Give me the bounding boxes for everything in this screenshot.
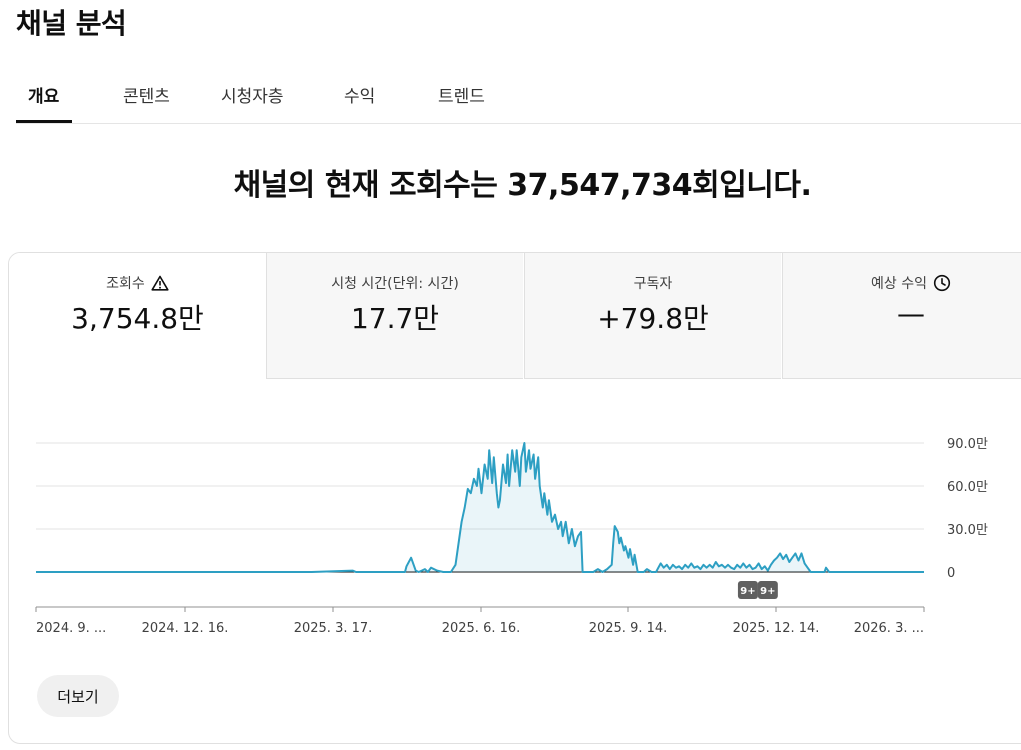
event-marker[interactable]: 9+ — [757, 581, 778, 599]
analytics-card: 조회수 3,754.8만 시청 시간(단위: 시간) 17.7만 구독자 +79… — [8, 252, 1021, 744]
tab-audience[interactable]: 시청자층 — [221, 87, 284, 107]
x-tick-label: 2025. 12. 14. — [733, 621, 820, 636]
tab-content[interactable]: 콘텐츠 — [123, 87, 170, 107]
tab-revenue[interactable]: 수익 — [344, 87, 376, 107]
metric-value: 3,754.8만 — [71, 302, 204, 335]
views-chart[interactable]: 90.0만 60.0만 30.0만 0 2024. 9. ... 2024. 12. 1… — [9, 379, 1019, 669]
y-tick-label: 30.0만 — [947, 523, 988, 538]
metric-label-row: 구독자 — [525, 273, 781, 293]
page-title: 채널 분석 — [16, 7, 127, 40]
metric-value: — — [897, 297, 925, 330]
y-tick-label: 0 — [947, 566, 955, 581]
headline: 채널의 현재 조회수는 37,547,734회입니다. — [233, 168, 812, 203]
metric-estimated-revenue[interactable]: 예상 수익 — — [782, 253, 1021, 379]
x-tick-label: 2024. 12. 16. — [142, 621, 229, 636]
metric-views[interactable]: 조회수 3,754.8만 — [9, 253, 266, 379]
views-area — [36, 443, 924, 572]
metric-value: +79.8만 — [597, 302, 709, 335]
metric-label: 조회수 — [106, 276, 145, 292]
metric-tabs: 조회수 3,754.8만 시청 시간(단위: 시간) 17.7만 구독자 +79… — [9, 253, 1021, 379]
event-markers: 9+ 9+ — [737, 581, 778, 599]
active-tab-indicator — [16, 120, 72, 123]
event-marker-label: 9+ — [740, 586, 755, 597]
views-line[interactable] — [36, 442, 924, 573]
metric-watch-time[interactable]: 시청 시간(단위: 시간) 17.7만 — [266, 253, 523, 379]
metric-label-row: 예상 수익 — [783, 273, 1021, 293]
metric-value: 17.7만 — [350, 302, 440, 335]
x-tick-label: 2025. 9. 14. — [589, 621, 668, 636]
x-axis: 2024. 9. ... 2024. 12. 16. 2025. 3. 17. 202… — [35, 606, 925, 636]
event-marker-badge — [757, 581, 778, 599]
tab-bar: 개요 콘텐츠 시청자층 수익 트렌드 — [16, 66, 1021, 124]
event-marker[interactable]: 9+ — [737, 581, 758, 599]
metric-label-row: 시청 시간(단위: 시간) — [267, 273, 523, 293]
metric-subscribers[interactable]: 구독자 +79.8만 — [524, 253, 781, 379]
x-tick-label: 2025. 3. 17. — [294, 621, 373, 636]
tab-trends[interactable]: 트렌드 — [438, 87, 485, 107]
y-axis-ticks: 90.0만 60.0만 30.0만 0 — [947, 437, 988, 581]
y-tick-label: 60.0만 — [947, 480, 988, 495]
metric-label: 구독자 — [633, 276, 673, 292]
clock-icon[interactable] — [933, 274, 951, 292]
metric-label: 예상 수익 — [871, 276, 927, 292]
metric-label-row: 조회수 — [9, 273, 266, 293]
x-tick-label: 2025. 6. 16. — [442, 621, 521, 636]
x-tick-label: 2024. 9. ... — [36, 621, 106, 636]
event-marker-badge — [737, 581, 758, 599]
more-button[interactable]: 더보기 — [37, 675, 119, 717]
event-marker-label: 9+ — [760, 586, 775, 597]
y-tick-label: 90.0만 — [947, 437, 988, 452]
warning-triangle-icon[interactable] — [151, 275, 169, 291]
tab-overview[interactable]: 개요 — [28, 87, 60, 107]
x-tick-label: 2026. 3. ... — [854, 621, 924, 636]
metric-label: 시청 시간(단위: 시간) — [331, 276, 459, 292]
